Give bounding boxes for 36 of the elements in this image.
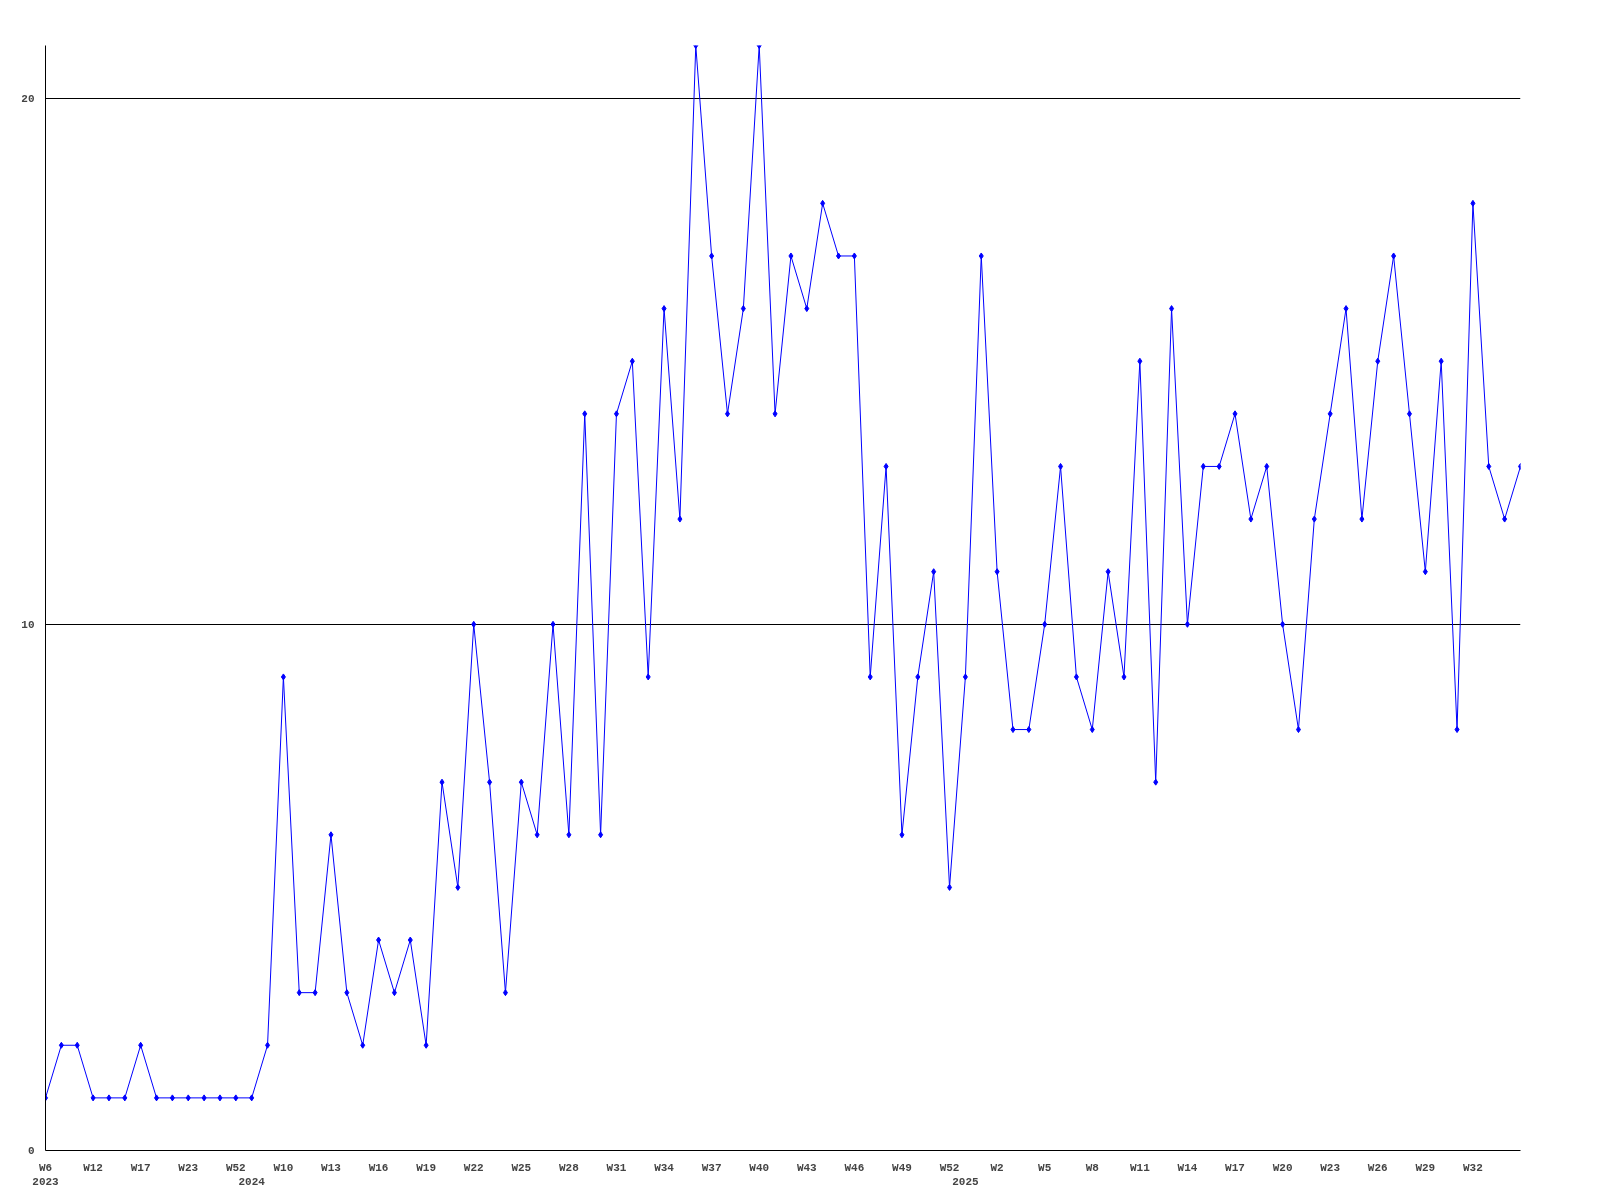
x-tick-label: W10 [273, 1161, 294, 1174]
x-tick-label: W8 [1085, 1161, 1100, 1174]
x-tick-label: W25 [511, 1161, 532, 1174]
x-tick-label: W28 [558, 1161, 580, 1174]
x-tick-label: W19 [416, 1161, 437, 1174]
x-tick-label: W34 [654, 1161, 675, 1174]
x-tick-label: W16 [368, 1161, 389, 1174]
x-tick-label: W46 [844, 1161, 865, 1174]
x-tick-label: W40 [749, 1161, 770, 1174]
x-tick-label: W20 [1272, 1161, 1293, 1174]
x-tick-label: W31 [606, 1161, 627, 1174]
x-tick-label: 2024 [238, 1175, 266, 1188]
y-tick-label: 0 [27, 1145, 35, 1157]
x-tick-label: W6 2023 [32, 1161, 60, 1188]
x-tick-label: W17 [130, 1161, 151, 1174]
x-tick-label: W12 [83, 1161, 103, 1174]
x-tick-label: W23 [178, 1161, 199, 1174]
x-tick-label: W14 [1177, 1161, 1198, 1174]
x-tick-label: W52 [939, 1161, 960, 1174]
x-tick-label: W22 [463, 1161, 484, 1174]
x-tick-label: W29 [1415, 1161, 1436, 1174]
x-tick-label: W26 [1367, 1161, 1388, 1174]
x-tick-label: W49 [892, 1161, 912, 1174]
y-tick-label: 20 [21, 92, 35, 105]
x-tick-label: W17 [1225, 1161, 1245, 1174]
x-tick-label: W11 [1129, 1161, 1151, 1174]
x-tick-label: W52 [225, 1161, 246, 1174]
x-tick-label: W32 [1463, 1161, 1483, 1174]
x-tick-label: W2 [990, 1161, 1004, 1174]
x-tick-label: W43 [796, 1161, 818, 1174]
x-tick-label: W13 [321, 1161, 342, 1174]
x-tick-label: W5 [1038, 1161, 1052, 1174]
y-tick-label: 10 [21, 618, 35, 631]
x-tick-label: W23 [1320, 1161, 1341, 1174]
x-tick-label: 2025 [952, 1175, 979, 1188]
x-tick-label: W37 [701, 1161, 722, 1174]
